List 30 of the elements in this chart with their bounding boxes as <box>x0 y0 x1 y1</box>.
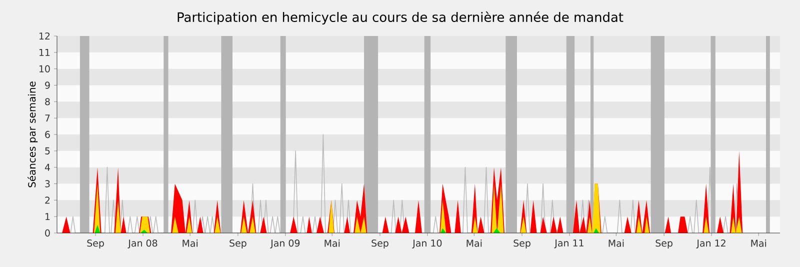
y-tick-label: 9 <box>45 82 50 89</box>
chart-title: Participation en hemicycle au cours de sa dernière année de mandat <box>178 11 624 25</box>
x-tick-label: Mai <box>608 240 624 247</box>
x-tick-label: Mai <box>751 240 766 247</box>
y-tick-label: 3 <box>45 180 50 188</box>
y-tick-label: 12 <box>39 32 50 40</box>
y-tick-label: 5 <box>45 147 50 154</box>
x-tick-label: Mai <box>182 240 198 247</box>
y-tick-label: 4 <box>44 164 50 171</box>
x-tick-label: Sep <box>514 240 530 249</box>
x-tick-label: Mai <box>466 240 482 247</box>
y-tick-label: 1 <box>46 213 50 220</box>
x-tick-label: Jan 10 <box>412 240 442 248</box>
y-tick-label: 2 <box>45 196 50 204</box>
y-tick-label: 11 <box>39 48 50 56</box>
x-tick-label: Sep <box>87 240 104 249</box>
x-tick-label: Jan 08 <box>128 240 158 248</box>
x-tick-label: Jan 12 <box>696 240 726 248</box>
x-tick-label: Jan 11 <box>554 240 584 248</box>
y-tick-label: 6 <box>45 130 50 138</box>
x-tick-label: Mai <box>324 240 340 247</box>
y-axis-title: Séances par semaine <box>28 82 38 188</box>
y-tick-label: 10 <box>39 65 50 72</box>
y-tick-label: 8 <box>45 98 50 106</box>
x-tick-label: Sep <box>372 240 388 249</box>
y-tick-label: 0 <box>45 229 50 237</box>
x-tick-label: Jan 09 <box>270 240 300 248</box>
x-tick-label: Sep <box>656 240 672 249</box>
x-tick-label: Sep <box>230 240 246 249</box>
y-tick-label: 7 <box>45 114 50 122</box>
